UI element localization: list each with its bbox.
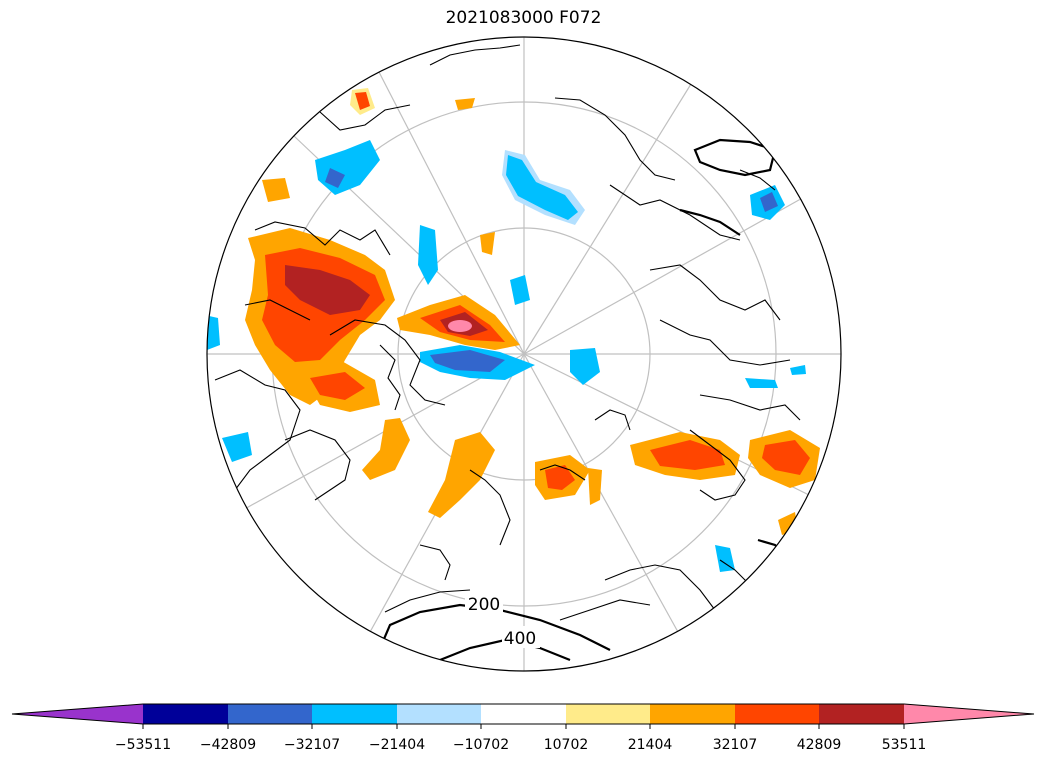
colorbar-segment bbox=[481, 704, 566, 724]
colorbar-tick-label: 32107 bbox=[713, 737, 758, 753]
map-boundary bbox=[206, 36, 842, 672]
contour-label-bg bbox=[465, 592, 503, 614]
map-title: 2021083000 F072 bbox=[445, 8, 602, 28]
colorbar-segment bbox=[397, 704, 481, 724]
colorbar-segment bbox=[143, 704, 228, 724]
contour-label-bg bbox=[502, 626, 540, 648]
colorbar-extend-low bbox=[12, 704, 143, 724]
colorbar-tick-label: 10702 bbox=[544, 737, 589, 753]
colorbar-tick-label: 42809 bbox=[797, 737, 842, 753]
colorbar-tick-label: −32107 bbox=[284, 737, 340, 753]
colorbar-segment bbox=[312, 704, 397, 724]
colorbar-segment bbox=[819, 704, 904, 724]
colorbar-tick-label: 53511 bbox=[882, 737, 927, 753]
colorbar-tick-label: −10702 bbox=[453, 737, 509, 753]
colorbar-extend-high bbox=[904, 704, 1034, 724]
contour-label-400: 400 bbox=[504, 629, 536, 649]
colorbar-tick-label: −21404 bbox=[369, 737, 425, 753]
colorbar-tick-label: −42809 bbox=[200, 737, 256, 753]
warm-anomaly-peak bbox=[285, 265, 370, 315]
coastlines bbox=[214, 44, 801, 621]
colorbar-tick-label: −53511 bbox=[115, 737, 171, 753]
colorbar-segment bbox=[566, 704, 650, 724]
colorbar-tick-label: 21404 bbox=[628, 737, 673, 753]
colorbar-segment bbox=[650, 704, 735, 724]
colorbar-segment bbox=[735, 704, 819, 724]
anomaly-fills bbox=[207, 45, 820, 572]
colorbar-segment bbox=[228, 704, 312, 724]
contour-label-200: 200 bbox=[468, 595, 500, 615]
colorbar: −53511 −42809 −32107 −21404 −10702 10702… bbox=[11, 703, 1035, 753]
